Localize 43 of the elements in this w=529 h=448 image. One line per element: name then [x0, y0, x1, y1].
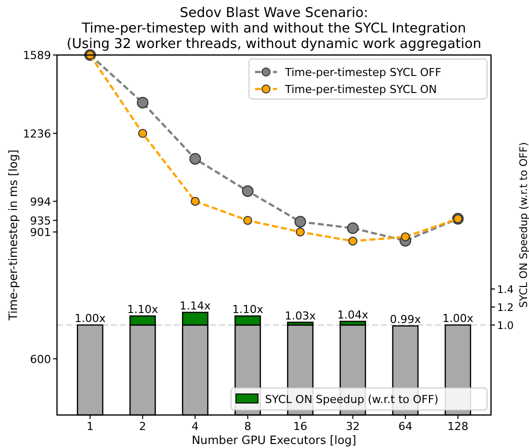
y-tick-label: 600 — [30, 352, 51, 366]
total-label: 1.10x — [232, 303, 264, 316]
x-tick-label: 16 — [293, 420, 308, 433]
point — [190, 196, 200, 206]
x-axis-title: Number GPU Executors [log] — [192, 433, 356, 447]
x-tick-label: 1 — [86, 420, 94, 433]
y-tick-label: 1589 — [23, 49, 51, 62]
y2-axis-title: SYCL ON Speedup (w.r.t to OFF) — [518, 142, 529, 308]
total-label: 1.00x — [442, 312, 474, 325]
legend-label: Time-per-timestep SYCL ON — [284, 83, 437, 96]
point — [242, 185, 254, 197]
total-label: 1.10x — [127, 303, 159, 316]
total-label: 1.14x — [180, 299, 212, 312]
point — [400, 232, 410, 242]
y-tick-label: 1236 — [23, 127, 51, 140]
y2-tick-label: 1.2 — [497, 302, 514, 314]
legend-label: SYCL ON Speedup (w.r.t to OFF) — [265, 393, 438, 406]
x-tick-label: 2 — [139, 420, 146, 433]
point — [296, 227, 305, 236]
x-tick-label: 4 — [192, 420, 199, 433]
y-axis-title: Time-per-timestep in ms [log] — [6, 150, 20, 322]
point — [294, 216, 306, 228]
point — [347, 222, 359, 234]
chart-title: Sedov Blast Wave Scenario: Time-per-timestep with and without the SYCL Integration (Using 32 worker threads, without dynamic work aggregation — [66, 5, 482, 52]
total-label: 1.00x — [74, 312, 106, 325]
y2-tick-label: 1.4 — [497, 284, 514, 296]
y-tick-label: 935 — [30, 214, 51, 228]
x-tick-label: 8 — [244, 420, 252, 433]
x-tick-label: 128 — [447, 420, 468, 433]
y-tick-label: 901 — [30, 226, 51, 239]
point — [348, 236, 358, 246]
x-tick-label: 32 — [346, 420, 360, 433]
legend-label: Time-per-timestep SYCL OFF — [284, 66, 442, 79]
total-label: 1.04x — [337, 308, 369, 322]
total-label: 1.03x — [284, 309, 316, 322]
point — [189, 153, 201, 165]
point — [136, 96, 148, 108]
y2-tick-label: 1.0 — [497, 320, 514, 332]
y-tick-label: 994 — [30, 195, 51, 208]
total-label: 0.99x — [390, 312, 422, 326]
point — [138, 128, 148, 138]
point — [243, 216, 252, 225]
x-tick-label: 64 — [398, 420, 412, 433]
